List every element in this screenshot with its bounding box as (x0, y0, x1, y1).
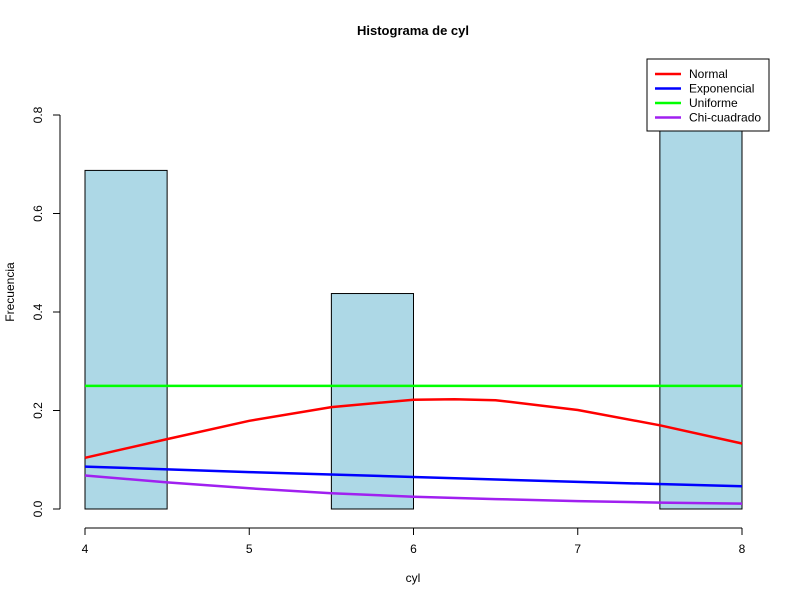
x-tick-label: 4 (82, 542, 89, 556)
y-tick-label: 0.0 (31, 500, 45, 517)
legend-label: Uniforme (689, 96, 738, 110)
axes: 4 5 6 7 8 0.0 0.2 0.4 0.6 0.8 (31, 106, 746, 556)
histogram-bar (659, 77, 743, 510)
y-axis-label: Frecuencia (3, 262, 17, 322)
x-tick-label: 6 (410, 542, 417, 556)
legend-box (646, 58, 770, 132)
density-curves (84, 384, 743, 505)
y-tick-label: 0.6 (31, 205, 45, 222)
y-tick-label: 0.4 (31, 303, 45, 320)
x-tick-label: 7 (574, 542, 581, 556)
legend-label: Chi-cuadrado (689, 111, 761, 125)
chart-title: Histograma de cyl (357, 23, 469, 38)
legend-label: Exponencial (689, 82, 754, 96)
y-tick-label: 0.2 (31, 402, 45, 419)
y-tick-label: 0.8 (31, 106, 45, 123)
series-line-normal (84, 397, 743, 460)
series-line-chi-cuadrado (84, 474, 743, 505)
x-tick-label: 5 (246, 542, 253, 556)
series-line-exponencial (84, 465, 743, 488)
x-axis-label: cyl (406, 571, 421, 585)
x-tick-label: 8 (739, 542, 746, 556)
histogram-bar (84, 169, 168, 510)
histogram-bars (84, 77, 743, 510)
legend-label: Normal (689, 67, 728, 81)
